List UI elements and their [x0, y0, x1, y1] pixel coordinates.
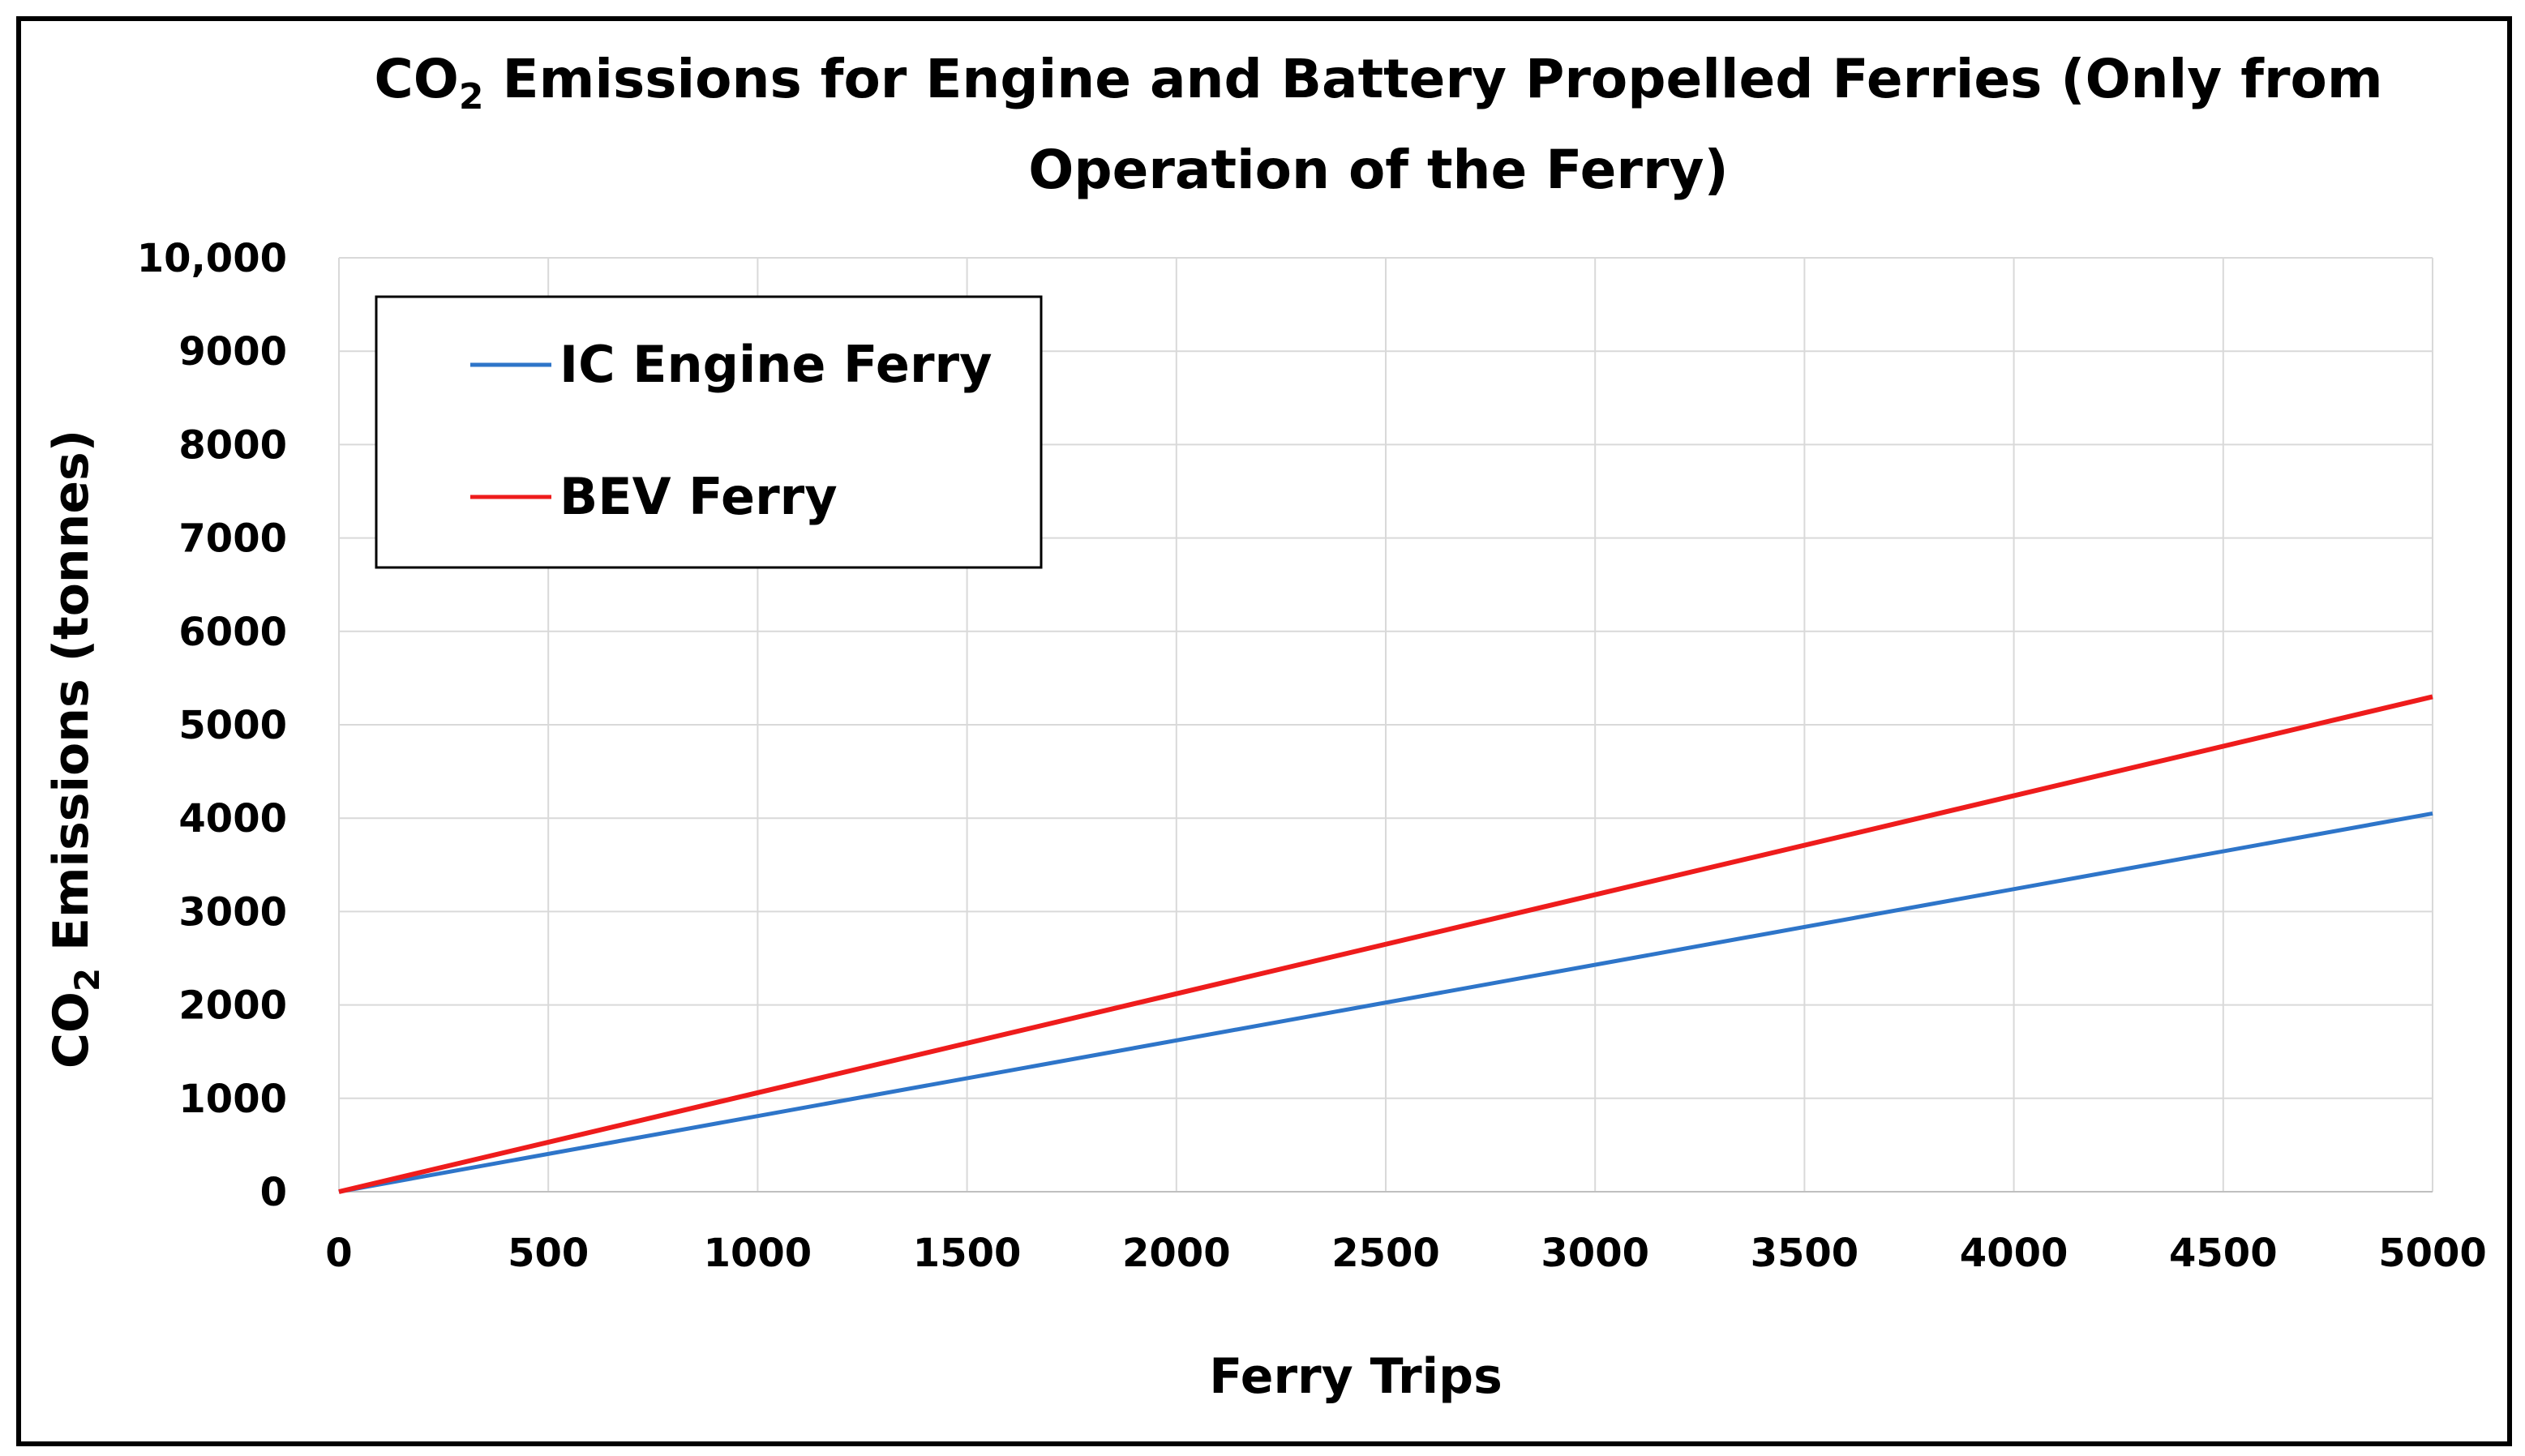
legend: IC Engine Ferry BEV Ferry	[375, 295, 1043, 569]
series-lines	[338, 694, 2433, 1194]
x-tick-label-5000: 5000	[2378, 1231, 2487, 1276]
y-tick-label-6000: 6000	[178, 610, 287, 655]
x-tick-label-3000: 3000	[1541, 1231, 1649, 1276]
x-tick-label-2500: 2500	[1331, 1231, 1440, 1276]
x-tick-label-4000: 4000	[1960, 1231, 2068, 1276]
x-tick-label-0: 0	[325, 1231, 352, 1276]
x-axis-label: Ferry Trips	[1209, 1348, 1503, 1405]
y-tick-label-9000: 9000	[178, 329, 287, 375]
x-tick-label-1000: 1000	[704, 1231, 812, 1276]
legend-label-ic-engine: IC Engine Ferry	[559, 335, 992, 394]
y-tick-label-1000: 1000	[178, 1077, 287, 1122]
series-line-ic-engine-ferry	[338, 811, 2433, 1194]
x-tick-label-4500: 4500	[2169, 1231, 2278, 1276]
y-axis-ticks: 0 1000 2000 3000 4000 5000 6000 7000 8000 9000 10,…	[137, 236, 287, 1215]
x-axis-ticks: 0 500 1000 1500 2000 2500 3000 3500 4000 4500 5000	[325, 1231, 2487, 1276]
x-tick-label-2000: 2000	[1122, 1231, 1231, 1276]
y-tick-label-5000: 5000	[178, 703, 287, 748]
chart-title-line2: Operation of the Ferry)	[1028, 139, 1728, 201]
series-line-bev-ferry	[338, 694, 2433, 1194]
x-tick-label-3500: 3500	[1751, 1231, 1859, 1276]
x-tick-label-1500: 1500	[913, 1231, 1022, 1276]
y-tick-label-3000: 3000	[178, 889, 287, 935]
x-tick-label-500: 500	[508, 1231, 589, 1276]
y-tick-label-10000: 10,000	[137, 236, 287, 281]
y-tick-label-4000: 4000	[178, 796, 287, 841]
legend-label-bev: BEV Ferry	[559, 467, 838, 526]
y-tick-label-2000: 2000	[178, 983, 287, 1029]
legend-box	[375, 295, 1043, 569]
y-tick-label-8000: 8000	[178, 422, 287, 468]
chart-frame	[16, 16, 2512, 1446]
y-tick-label-0: 0	[260, 1170, 287, 1215]
chart-title-line1: CO2 Emissions for Engine and Battery Pro…	[374, 48, 2382, 118]
y-tick-label-7000: 7000	[178, 516, 287, 562]
y-axis-label: CO2 Emissions (tonnes)	[43, 430, 107, 1068]
